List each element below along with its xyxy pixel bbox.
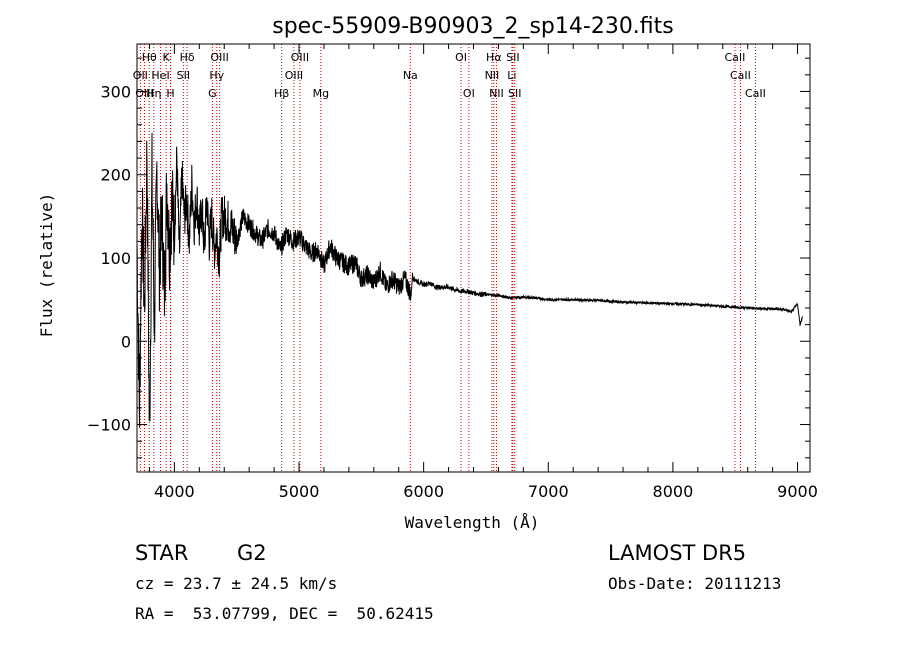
line-label-27: CaII — [745, 87, 766, 100]
line-label-8: CaII — [725, 51, 746, 64]
line-label-17: CaII — [730, 69, 751, 82]
spectral-line-labels: Hθ K Hδ OIII OIII OI Hα SII CaII OII HeI SII Hγ OIII N… — [133, 51, 766, 100]
line-label-2: Hδ — [180, 51, 195, 64]
line-label-20: H — [166, 87, 174, 100]
line-label-15: NII — [485, 69, 500, 82]
y-tick-label-0: −100 — [87, 416, 131, 435]
redshift-cz: cz = 23.7 ± 24.5 km/s — [135, 574, 338, 593]
y-tick-label-3: 200 — [100, 166, 131, 185]
plot-frame — [136, 43, 811, 473]
x-axis-label: Wavelength (Å) — [405, 513, 540, 532]
line-label-23: Mg — [313, 87, 329, 100]
x-tick-label-0: 4000 — [154, 482, 195, 501]
y-axis-label: Flux (relative) — [37, 193, 56, 338]
ra-dec-coordinates: RA = 53.07799, DEC = 50.62415 — [135, 604, 434, 623]
object-subclass: G2 — [237, 541, 267, 565]
y-tick-label-4: 300 — [100, 82, 131, 101]
x-tick-label-3: 7000 — [528, 482, 569, 501]
line-label-22: Hβ — [274, 87, 289, 100]
line-label-19: Hη — [146, 87, 161, 100]
line-label-4: OIII — [291, 51, 309, 64]
line-label-1: K — [163, 51, 171, 64]
line-label-6: Hα — [486, 51, 502, 64]
line-label-5: OI — [455, 51, 467, 64]
object-class: STAR — [135, 541, 189, 565]
x-tick-label-4: 8000 — [653, 482, 694, 501]
line-label-9: OII — [133, 69, 148, 82]
y-tick-label-1: 0 — [121, 332, 131, 351]
x-tick-label-1: 5000 — [279, 482, 320, 501]
line-label-26: SII — [508, 87, 521, 100]
line-label-13: OIII — [285, 69, 303, 82]
line-label-7: SII — [506, 51, 519, 64]
line-label-0: Hθ — [142, 51, 157, 64]
line-label-10: HeI — [151, 69, 169, 82]
line-label-21: G — [208, 87, 217, 100]
line-label-25: NII — [489, 87, 504, 100]
line-label-3: OIII — [210, 51, 228, 64]
line-label-16: Li — [507, 69, 516, 82]
y-tick-label-2: 100 — [100, 249, 131, 268]
line-label-14: Na — [403, 69, 418, 82]
line-label-11: SII — [177, 69, 190, 82]
x-axis-ticks: 4000 5000 6000 7000 8000 9000 — [148, 44, 818, 501]
line-label-12: Hγ — [209, 69, 224, 82]
line-label-24: OI — [463, 87, 475, 100]
spectral-line-markers — [139, 44, 756, 472]
line-label-18: OIII — [135, 87, 153, 100]
chart-title: spec-55909-B90903_2_sp14-230.fits — [272, 14, 674, 39]
x-tick-label-5: 9000 — [777, 482, 818, 501]
survey-name: LAMOST DR5 — [608, 541, 747, 565]
spectrum-line — [136, 132, 803, 428]
observation-date: Obs-Date: 20111213 — [608, 574, 782, 593]
y-axis-ticks: −100 0 100 200 300 — [87, 57, 810, 459]
x-tick-label-2: 6000 — [403, 482, 444, 501]
